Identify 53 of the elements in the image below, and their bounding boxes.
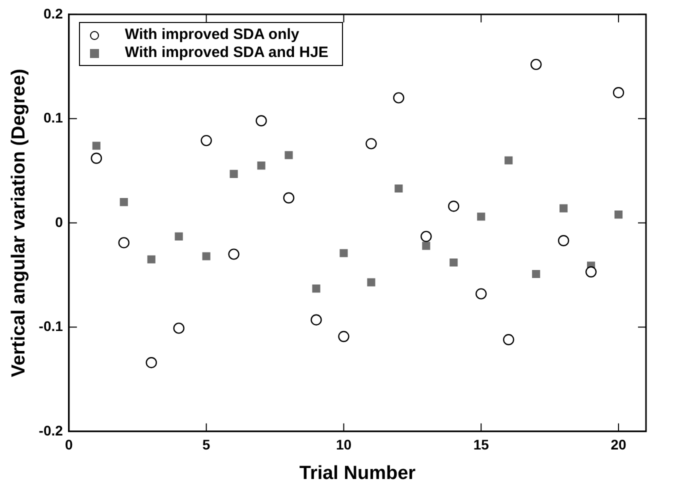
x-tick-label: 5 [202, 436, 210, 453]
y-tick-label: -0.1 [38, 318, 64, 334]
y-tick-label: 0 [55, 214, 64, 230]
point [200, 134, 212, 146]
point [477, 212, 486, 221]
point [366, 138, 377, 150]
point [450, 258, 458, 267]
point [558, 235, 570, 246]
point [560, 204, 568, 212]
point [612, 86, 624, 98]
y-tick-label: 0.2 [43, 5, 64, 22]
point [146, 356, 157, 368]
x-axis-title: Trial Number [299, 462, 416, 484]
point [422, 242, 430, 250]
point [228, 248, 240, 260]
point [312, 284, 320, 293]
point [367, 278, 376, 286]
point [257, 162, 266, 170]
point [476, 288, 487, 300]
x-tick-label: 0 [65, 436, 74, 453]
point [284, 151, 293, 160]
point [310, 314, 322, 326]
legend-label: With improved SDA and HJE [124, 44, 328, 62]
point [202, 252, 210, 260]
point [585, 266, 597, 278]
point [340, 249, 348, 258]
legend-label: With improved SDA only [124, 26, 300, 44]
point [92, 142, 100, 150]
point [448, 200, 460, 212]
point [338, 330, 350, 342]
point [118, 237, 130, 248]
x-tick-label: 15 [473, 436, 490, 453]
point [230, 170, 238, 178]
point [90, 152, 102, 164]
x-tick-label: 10 [336, 436, 352, 453]
y-tick-label: 0.1 [43, 110, 64, 126]
point [503, 334, 514, 346]
point [420, 230, 432, 242]
point [504, 156, 513, 164]
x-tick-label: 20 [610, 436, 627, 453]
point [394, 184, 403, 193]
y-tick-label: -0.2 [38, 422, 64, 438]
y-axis-title: Vertical angular variation (Degree) [8, 68, 30, 378]
point [393, 92, 404, 104]
point [283, 192, 294, 204]
point [173, 322, 184, 334]
point [147, 255, 156, 264]
point [614, 210, 623, 219]
point [256, 115, 267, 126]
point [120, 198, 128, 206]
point [174, 232, 183, 240]
point [530, 58, 542, 70]
point [532, 270, 540, 278]
